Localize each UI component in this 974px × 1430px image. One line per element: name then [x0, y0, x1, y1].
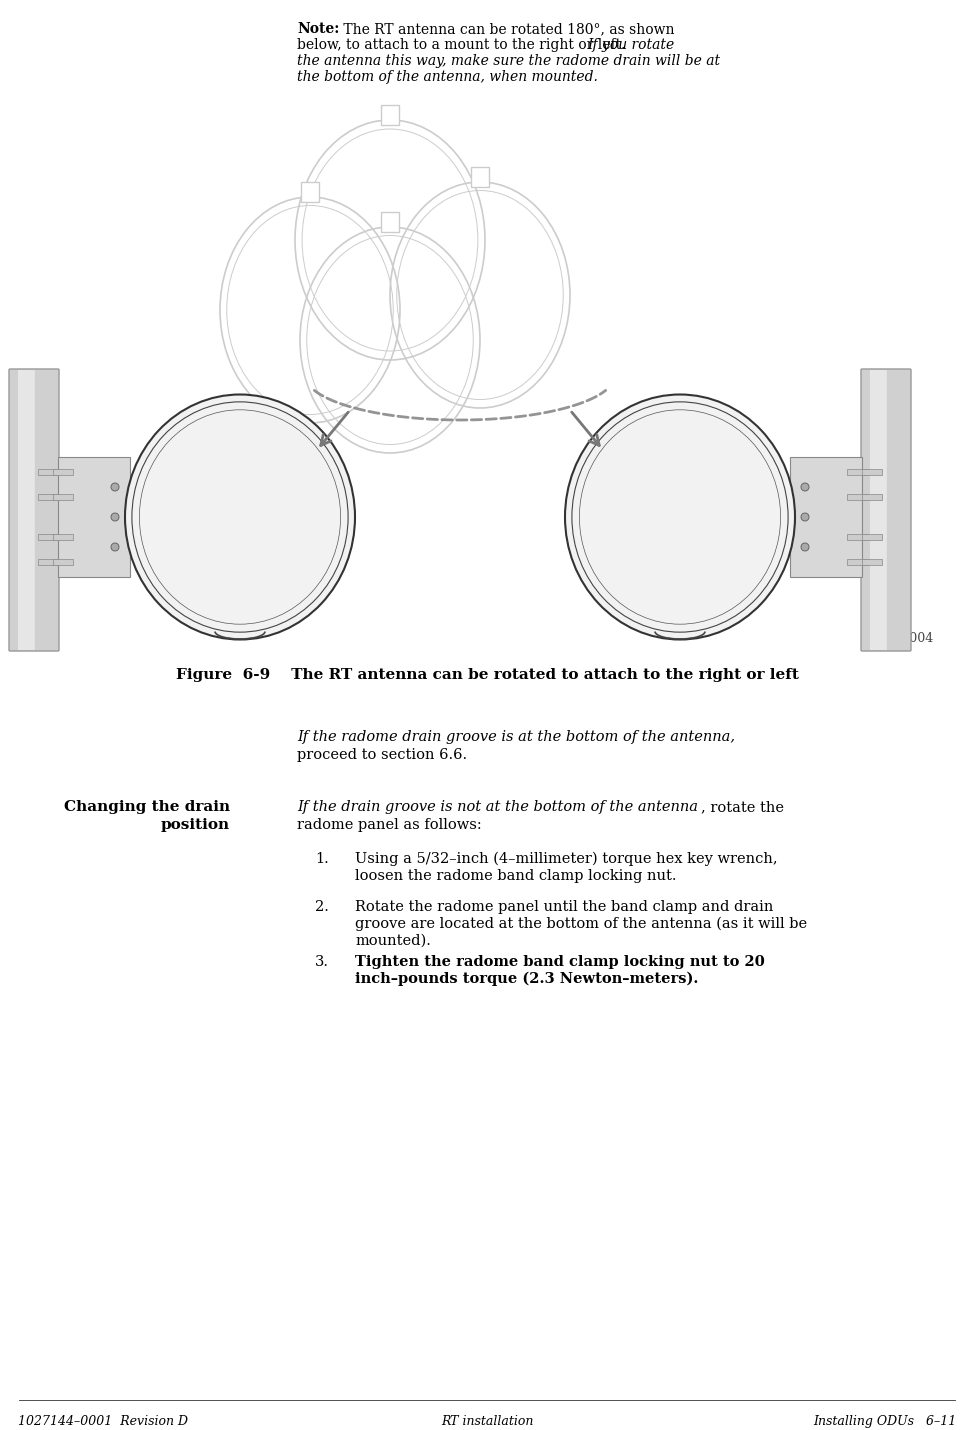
- Text: loosen the radome band clamp locking nut.: loosen the radome band clamp locking nut…: [355, 869, 677, 882]
- Bar: [53, 493, 73, 500]
- Bar: [862, 559, 882, 565]
- Text: radome panel as follows:: radome panel as follows:: [297, 818, 482, 832]
- FancyBboxPatch shape: [471, 167, 489, 187]
- Circle shape: [111, 483, 119, 490]
- Bar: [847, 493, 867, 500]
- Text: If you rotate: If you rotate: [587, 39, 674, 51]
- Text: 2.: 2.: [315, 899, 329, 914]
- Text: RT installation: RT installation: [441, 1416, 533, 1429]
- Text: position: position: [161, 818, 230, 832]
- Text: , rotate the: , rotate the: [701, 799, 784, 814]
- Text: the antenna this way, make sure the radome drain will be at: the antenna this way, make sure the rado…: [297, 54, 720, 69]
- FancyBboxPatch shape: [381, 212, 399, 232]
- Ellipse shape: [125, 395, 355, 639]
- FancyBboxPatch shape: [381, 104, 399, 124]
- FancyBboxPatch shape: [9, 369, 59, 651]
- Text: proceed to section 6.6.: proceed to section 6.6.: [297, 748, 468, 762]
- Bar: [53, 469, 73, 475]
- Bar: [58, 458, 130, 576]
- Bar: [53, 559, 73, 565]
- Text: inch–pounds torque (2.3 Newton–meters).: inch–pounds torque (2.3 Newton–meters).: [355, 972, 698, 987]
- Bar: [862, 533, 882, 541]
- Text: the bottom of the antenna, when mounted.: the bottom of the antenna, when mounted.: [297, 70, 598, 84]
- Text: Tighten the radome band clamp locking nut to 20: Tighten the radome band clamp locking nu…: [355, 955, 765, 970]
- Text: groove are located at the bottom of the antenna (as it will be: groove are located at the bottom of the …: [355, 917, 807, 931]
- Circle shape: [801, 483, 809, 490]
- Text: The RT antenna can be rotated 180°, as shown: The RT antenna can be rotated 180°, as s…: [339, 21, 675, 36]
- FancyBboxPatch shape: [861, 369, 911, 651]
- Bar: [38, 493, 58, 500]
- Text: mounted).: mounted).: [355, 934, 431, 948]
- Text: If the drain groove is not at the bottom of the antenna: If the drain groove is not at the bottom…: [297, 799, 698, 814]
- Bar: [847, 533, 867, 541]
- FancyBboxPatch shape: [18, 370, 35, 651]
- Text: Rotate the radome panel until the band clamp and drain: Rotate the radome panel until the band c…: [355, 899, 773, 914]
- Text: Changing the drain: Changing the drain: [64, 799, 230, 814]
- Bar: [847, 559, 867, 565]
- Text: If the radome drain groove is at the bottom of the antenna,: If the radome drain groove is at the bot…: [297, 729, 735, 744]
- Bar: [862, 469, 882, 475]
- Text: below, to attach to a mount to the right or left.: below, to attach to a mount to the right…: [297, 39, 630, 51]
- Bar: [38, 469, 58, 475]
- Bar: [862, 493, 882, 500]
- Circle shape: [111, 513, 119, 521]
- Text: Note:: Note:: [297, 21, 339, 36]
- Bar: [847, 469, 867, 475]
- Bar: [38, 559, 58, 565]
- Circle shape: [801, 513, 809, 521]
- Circle shape: [801, 543, 809, 551]
- Text: Figure  6-9    The RT antenna can be rotated to attach to the right or left: Figure 6-9 The RT antenna can be rotated…: [175, 668, 799, 682]
- Circle shape: [111, 543, 119, 551]
- Bar: [53, 533, 73, 541]
- Bar: [38, 533, 58, 541]
- Text: 1.: 1.: [315, 852, 329, 867]
- Ellipse shape: [565, 395, 795, 639]
- FancyBboxPatch shape: [870, 370, 886, 651]
- Text: 3.: 3.: [315, 955, 329, 970]
- Text: 1027144–0001  Revision D: 1027144–0001 Revision D: [18, 1416, 188, 1429]
- Text: Installing ODUs   6–11: Installing ODUs 6–11: [812, 1416, 956, 1429]
- Text: T0009004: T0009004: [870, 632, 934, 645]
- Text: Using a 5/32–inch (4–millimeter) torque hex key wrench,: Using a 5/32–inch (4–millimeter) torque …: [355, 852, 777, 867]
- Bar: [790, 458, 862, 576]
- FancyBboxPatch shape: [301, 182, 319, 202]
